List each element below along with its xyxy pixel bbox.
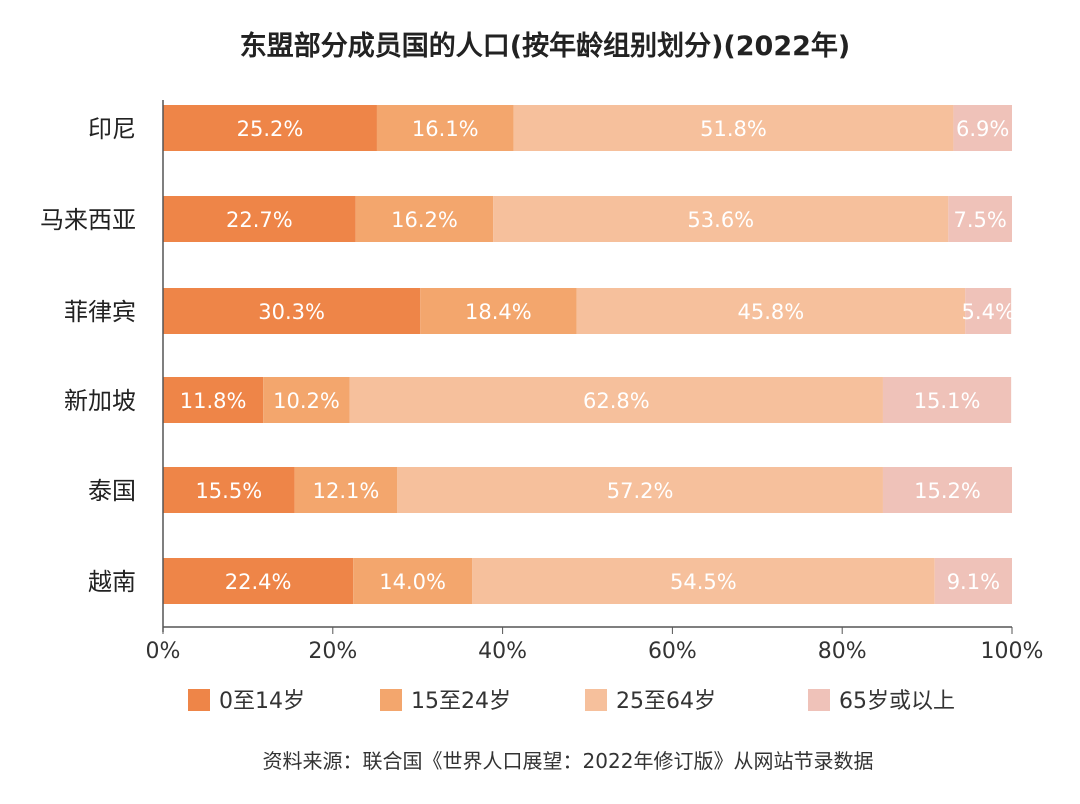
data-label: 25.2% (237, 117, 304, 141)
chart-title: 东盟部分成员国的人口(按年龄组别划分)(2022年) (240, 30, 851, 62)
legend-swatch (380, 689, 402, 711)
category-label: 越南 (88, 568, 136, 596)
data-label: 18.4% (465, 300, 532, 324)
bar-segment (163, 467, 295, 513)
legend-label: 15至24岁 (411, 689, 511, 714)
tick-label: 0% (146, 639, 181, 664)
data-label: 15.1% (914, 389, 981, 413)
legend-swatch (808, 689, 830, 711)
bar-segment (493, 196, 949, 242)
bar-segment (349, 377, 883, 423)
bar-segment (353, 558, 473, 604)
data-label: 7.5% (953, 208, 1006, 232)
bars-group: 印尼 25.2% 16.1% 51.8% 6.9% 马来西亚 22.7% 16.2% 53.6%… (40, 105, 1015, 604)
bar-segment (163, 105, 377, 151)
data-label: 54.5% (670, 570, 737, 594)
data-label: 57.2% (607, 479, 674, 503)
data-label: 22.7% (226, 208, 293, 232)
data-label: 16.1% (412, 117, 479, 141)
data-label: 6.9% (956, 117, 1009, 141)
category-label: 菲律宾 (64, 298, 136, 326)
bar-segment (513, 105, 954, 151)
bar-segment (163, 558, 354, 604)
bar-segment (294, 467, 398, 513)
category-label: 泰国 (88, 477, 136, 505)
tick-label: 40% (478, 639, 527, 664)
tick-label: 60% (648, 639, 697, 664)
data-label: 22.4% (225, 570, 292, 594)
bar-segment (163, 377, 264, 423)
bar-segment (376, 105, 514, 151)
legend-swatch (188, 689, 210, 711)
legend-label: 0至14岁 (219, 689, 305, 714)
legend-label: 25至64岁 (616, 689, 716, 714)
category-label: 印尼 (88, 115, 136, 143)
data-label: 11.8% (180, 389, 247, 413)
legend-swatch (585, 689, 607, 711)
tick-label: 20% (308, 639, 357, 664)
bar-segment (355, 196, 494, 242)
x-ticks: 0% 20% 40% 60% 80% 100% (146, 627, 1044, 664)
legend-label: 65岁或以上 (839, 689, 955, 714)
data-label: 9.1% (947, 570, 1000, 594)
data-label: 14.0% (379, 570, 446, 594)
tick-label: 100% (981, 639, 1044, 664)
bar-segment (163, 288, 421, 334)
bar-segment (472, 558, 935, 604)
bar-segment (882, 467, 1012, 513)
category-label: 马来西亚 (40, 206, 136, 234)
data-label: 62.8% (583, 389, 650, 413)
tick-label: 80% (818, 639, 867, 664)
category-label: 新加坡 (64, 387, 136, 415)
data-label: 30.3% (258, 300, 325, 324)
bar-segment (934, 558, 1012, 604)
bar-segment (948, 196, 1012, 242)
data-label: 15.2% (914, 479, 981, 503)
bar-segment (397, 467, 883, 513)
bar-segment (882, 377, 1012, 423)
data-label: 53.6% (687, 208, 754, 232)
source-note: 资料来源：联合国《世界人口展望：2022年修订版》从网站节录数据 (263, 749, 874, 773)
bar-segment (576, 288, 966, 334)
data-label: 12.1% (313, 479, 380, 503)
data-label: 15.5% (195, 479, 262, 503)
bar-segment (953, 105, 1012, 151)
bar-segment (163, 196, 356, 242)
data-label: 16.2% (391, 208, 458, 232)
data-label: 10.2% (273, 389, 340, 413)
bar-segment (263, 377, 350, 423)
data-label: 5.4% (962, 300, 1015, 324)
data-label: 45.8% (738, 300, 805, 324)
legend: 0至14岁 15至24岁 25至64岁 65岁或以上 (188, 689, 955, 714)
data-label: 51.8% (700, 117, 767, 141)
bar-segment (420, 288, 577, 334)
bar-segment (965, 288, 1012, 334)
